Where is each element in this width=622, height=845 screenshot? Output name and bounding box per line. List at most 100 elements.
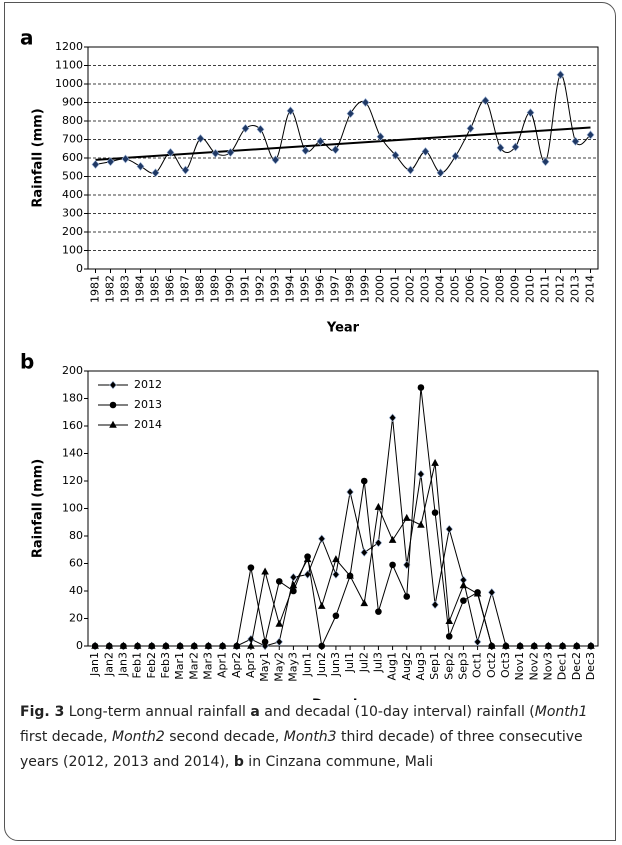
x-tick-label: 2010 xyxy=(524,275,537,303)
data-point xyxy=(211,148,220,158)
data-point xyxy=(316,136,325,146)
data-point xyxy=(360,599,369,607)
x-tick-label: Oct3 xyxy=(499,652,512,678)
data-point xyxy=(332,612,340,620)
x-tick-label: 2011 xyxy=(539,275,552,303)
y-tick-label: 60 xyxy=(69,557,83,570)
data-point xyxy=(332,555,340,563)
x-tick-label: Jul2 xyxy=(357,652,370,673)
data-point xyxy=(511,142,520,152)
x-tick-label: Aug2 xyxy=(400,652,413,680)
data-point xyxy=(247,564,255,571)
y-tick-label: 300 xyxy=(62,207,83,220)
data-point xyxy=(436,168,445,178)
y-tick-label: 800 xyxy=(62,114,83,127)
x-tick-label: Nov2 xyxy=(527,652,540,680)
y-tick-label: 20 xyxy=(69,612,83,625)
y-tick-label: 700 xyxy=(62,133,83,146)
x-tick-label: 2000 xyxy=(374,275,387,303)
data-point xyxy=(346,571,354,579)
series-line xyxy=(95,463,591,647)
x-tick-label: Mar1 xyxy=(173,652,186,680)
y-tick-label: 900 xyxy=(62,96,83,109)
panel-label: b xyxy=(20,350,34,374)
series-line xyxy=(95,417,591,647)
data-point xyxy=(445,524,453,534)
data-point xyxy=(417,384,425,391)
y-tick-label: 100 xyxy=(62,502,83,515)
x-axis-title: Year xyxy=(326,321,360,336)
x-tick-label: 1992 xyxy=(254,275,267,303)
data-point xyxy=(360,548,368,557)
data-point xyxy=(360,477,368,485)
data-point xyxy=(460,597,467,604)
data-point xyxy=(502,641,510,649)
x-tick-label: 2014 xyxy=(584,275,597,303)
y-tick-label: 100 xyxy=(62,244,83,257)
y-tick-label: 160 xyxy=(62,419,83,432)
x-tick-label: 2009 xyxy=(509,275,522,303)
x-tick-label: Oct1 xyxy=(471,652,484,678)
x-tick-label: 1999 xyxy=(359,275,372,303)
y-tick-label: 180 xyxy=(62,392,83,405)
x-tick-label: 2006 xyxy=(464,275,477,303)
data-point xyxy=(286,106,295,116)
x-tick-label: 1982 xyxy=(104,275,117,303)
x-tick-label: 1989 xyxy=(209,275,222,303)
plot-border xyxy=(87,370,599,647)
y-tick-label: 0 xyxy=(76,262,83,275)
x-tick-label: 2008 xyxy=(494,275,507,303)
y-tick-label: 200 xyxy=(62,225,83,238)
caption: Fig. 3 Long-term annual rainfall a and d… xyxy=(20,700,600,775)
y-tick-label: 1100 xyxy=(55,59,83,72)
x-tick-label: Aug3 xyxy=(414,652,427,680)
caption-text: in Cinzana commune, Mali xyxy=(243,754,434,770)
data-point xyxy=(361,98,370,107)
legend-label: 2013 xyxy=(134,398,162,411)
data-point xyxy=(488,588,496,597)
x-tick-label: Dec2 xyxy=(570,652,583,680)
data-point xyxy=(487,641,496,649)
data-point xyxy=(431,600,439,610)
x-tick-label: Jun3 xyxy=(329,652,342,677)
x-tick-label: Sep2 xyxy=(442,652,455,680)
data-point xyxy=(406,165,415,175)
x-tick-label: Nov3 xyxy=(541,652,554,680)
data-point xyxy=(346,487,354,497)
x-tick-label: 2005 xyxy=(449,275,462,303)
data-point xyxy=(109,380,117,390)
caption-text: Month1 xyxy=(534,704,588,720)
data-point xyxy=(403,593,411,600)
data-point xyxy=(445,616,454,625)
x-tick-label: Aug1 xyxy=(386,652,399,680)
data-point xyxy=(318,642,326,650)
caption-text: and decadal (10-day interval) rainfall ( xyxy=(259,704,535,720)
x-tick-label: 2007 xyxy=(479,275,492,303)
trend-line xyxy=(95,126,591,161)
caption-text: Month3 xyxy=(283,729,337,745)
data-point xyxy=(331,145,340,155)
data-point xyxy=(301,146,310,156)
caption-text: third decade) of three consecutive years… xyxy=(20,729,583,770)
data-point xyxy=(431,458,439,466)
data-point xyxy=(289,572,298,582)
legend-label: 2012 xyxy=(134,378,162,391)
data-point xyxy=(421,147,430,156)
data-point xyxy=(571,136,580,146)
x-tick-label: May3 xyxy=(286,652,299,682)
data-point xyxy=(261,638,269,646)
data-point xyxy=(106,157,115,167)
x-tick-label: Jan2 xyxy=(102,652,115,677)
x-tick-label: 1988 xyxy=(194,275,207,303)
y-tick-label: 200 xyxy=(62,364,83,377)
data-point xyxy=(417,469,425,479)
data-point xyxy=(105,641,114,649)
data-point xyxy=(256,124,265,134)
data-point xyxy=(431,509,439,516)
x-tick-label: Oct2 xyxy=(485,652,498,678)
data-point xyxy=(226,147,235,157)
data-point xyxy=(587,641,595,649)
series-line xyxy=(95,74,591,174)
data-point xyxy=(388,535,397,543)
y-tick-label: 600 xyxy=(62,151,83,164)
